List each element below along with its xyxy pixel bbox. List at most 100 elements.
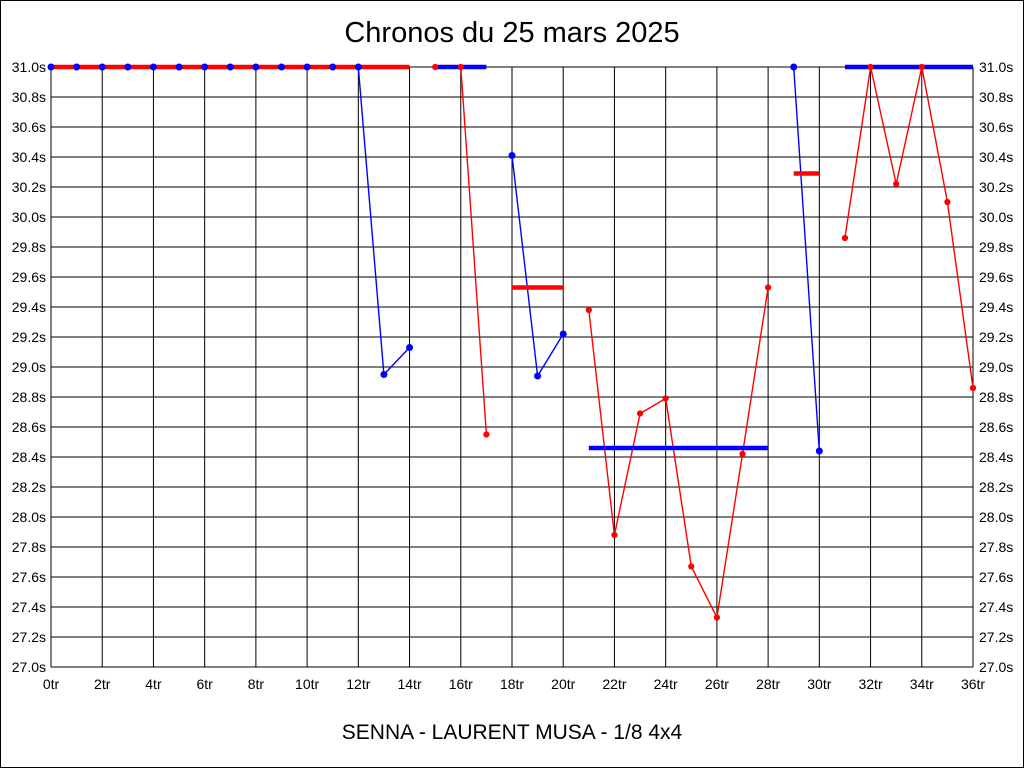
y-tick-label-left: 30.2s — [12, 179, 46, 195]
x-tick-label: 18tr — [500, 676, 524, 692]
blue-driver-point — [47, 63, 55, 71]
y-tick-label-left: 30.8s — [12, 89, 46, 105]
red-driver-point — [867, 63, 874, 71]
y-tick-label-left: 30.0s — [12, 209, 46, 225]
blue-driver-line — [51, 66, 411, 377]
red-driver-point — [483, 431, 490, 438]
y-tick-label-right: 27.2s — [979, 629, 1013, 645]
blue-driver-point — [329, 63, 337, 71]
blue-driver-point — [406, 344, 414, 351]
y-tick-label-right: 27.6s — [979, 569, 1013, 585]
red-driver-point — [765, 284, 772, 291]
y-tick-label-left: 29.4s — [12, 299, 46, 315]
red-driver-point — [432, 63, 439, 71]
red-driver-point — [688, 563, 695, 570]
y-tick-label-right: 29.8s — [979, 239, 1013, 255]
y-tick-label-left: 27.8s — [12, 539, 46, 555]
y-tick-label-left: 28.4s — [12, 449, 46, 465]
y-tick-label-left: 28.0s — [12, 509, 46, 525]
y-tick-label-left: 27.0s — [12, 659, 46, 675]
y-tick-label-left: 28.6s — [12, 419, 46, 435]
y-tick-label-left: 29.2s — [12, 329, 46, 345]
blue-driver-point — [815, 447, 823, 455]
x-tick-label: 16tr — [449, 676, 473, 692]
x-tick-label: 28tr — [756, 676, 780, 692]
x-tick-label: 30tr — [807, 676, 831, 692]
x-tick-label: 12tr — [346, 676, 370, 692]
x-tick-label: 26tr — [705, 676, 729, 692]
blue-driver-point — [354, 63, 362, 71]
x-tick-label: 24tr — [654, 676, 678, 692]
y-tick-label-left: 30.6s — [12, 119, 46, 135]
blue-driver-point — [201, 63, 209, 71]
y-tick-label-right: 28.0s — [979, 509, 1013, 525]
red-driver-point — [585, 306, 592, 314]
blue-driver-point — [790, 63, 798, 71]
red-driver-point — [893, 180, 900, 188]
y-tick-label-left: 29.6s — [12, 269, 46, 285]
blue-driver-point — [98, 63, 106, 71]
y-tick-label-left: 29.0s — [12, 359, 46, 375]
y-tick-label-right: 30.4s — [979, 149, 1013, 165]
x-tick-label: 34tr — [910, 676, 934, 692]
red-driver-point — [918, 63, 925, 71]
blue-driver-point — [303, 63, 311, 71]
y-tick-label-right: 30.0s — [979, 209, 1013, 225]
red-driver-point — [713, 614, 720, 621]
blue-driver-point — [380, 371, 388, 378]
x-tick-label: 32tr — [858, 676, 882, 692]
y-tick-label-right: 30.6s — [979, 119, 1013, 135]
y-tick-label-right: 28.2s — [979, 479, 1013, 495]
blue-driver-point — [175, 63, 183, 71]
y-tick-label-right: 30.2s — [979, 179, 1013, 195]
red-driver-point — [944, 198, 951, 206]
y-tick-label-left: 28.2s — [12, 479, 46, 495]
red-driver-point — [457, 63, 464, 71]
red-driver-line — [588, 287, 769, 620]
blue-driver-point — [508, 152, 516, 159]
blue-driver-point — [252, 63, 260, 71]
blue-driver-line — [511, 155, 564, 379]
x-tick-label: 8tr — [248, 676, 265, 692]
y-tick-label-left: 27.2s — [12, 629, 46, 645]
x-tick-label: 22tr — [602, 676, 626, 692]
y-tick-label-right: 29.6s — [979, 269, 1013, 285]
x-tick-label: 20tr — [551, 676, 575, 692]
blue-driver-point — [278, 63, 285, 71]
chart-title: Chronos du 25 mars 2025 — [344, 17, 680, 49]
x-tick-label: 36tr — [961, 676, 985, 692]
blue-driver-point — [124, 63, 132, 71]
red-driver-point — [969, 384, 977, 392]
x-tick-label: 10tr — [295, 676, 319, 692]
red-driver-point — [636, 410, 644, 417]
y-tick-label-left: 31.0s — [12, 59, 46, 75]
red-driver-line — [844, 66, 974, 389]
y-tick-label-right: 31.0s — [979, 59, 1013, 75]
y-tick-label-right: 27.4s — [979, 599, 1013, 615]
red-driver-point — [841, 234, 849, 242]
red-driver-point — [739, 450, 746, 458]
red-driver-point — [662, 395, 669, 402]
blue-driver-point — [534, 372, 542, 380]
blue-driver-point — [149, 63, 157, 71]
y-tick-label-right: 27.0s — [979, 659, 1013, 675]
y-tick-label-left: 28.8s — [12, 389, 46, 405]
y-tick-label-right: 29.0s — [979, 359, 1013, 375]
x-tick-label: 4tr — [145, 676, 162, 692]
blue-driver-point — [559, 330, 567, 338]
y-tick-label-right: 28.4s — [979, 449, 1013, 465]
blue-driver-line — [793, 66, 820, 452]
x-tick-label: 6tr — [196, 676, 213, 692]
y-tick-label-left: 29.8s — [12, 239, 46, 255]
chart-footer: SENNA - LAURENT MUSA - 1/8 4x4 — [341, 721, 683, 744]
x-tick-label: 2tr — [94, 676, 111, 692]
y-tick-label-right: 29.4s — [979, 299, 1013, 315]
y-tick-label-right: 28.6s — [979, 419, 1013, 435]
y-tick-label-right: 29.2s — [979, 329, 1013, 345]
y-tick-label-left: 27.4s — [12, 599, 46, 615]
y-tick-label-right: 30.8s — [979, 89, 1013, 105]
blue-driver-point — [73, 63, 81, 71]
x-tick-label: 14tr — [397, 676, 421, 692]
